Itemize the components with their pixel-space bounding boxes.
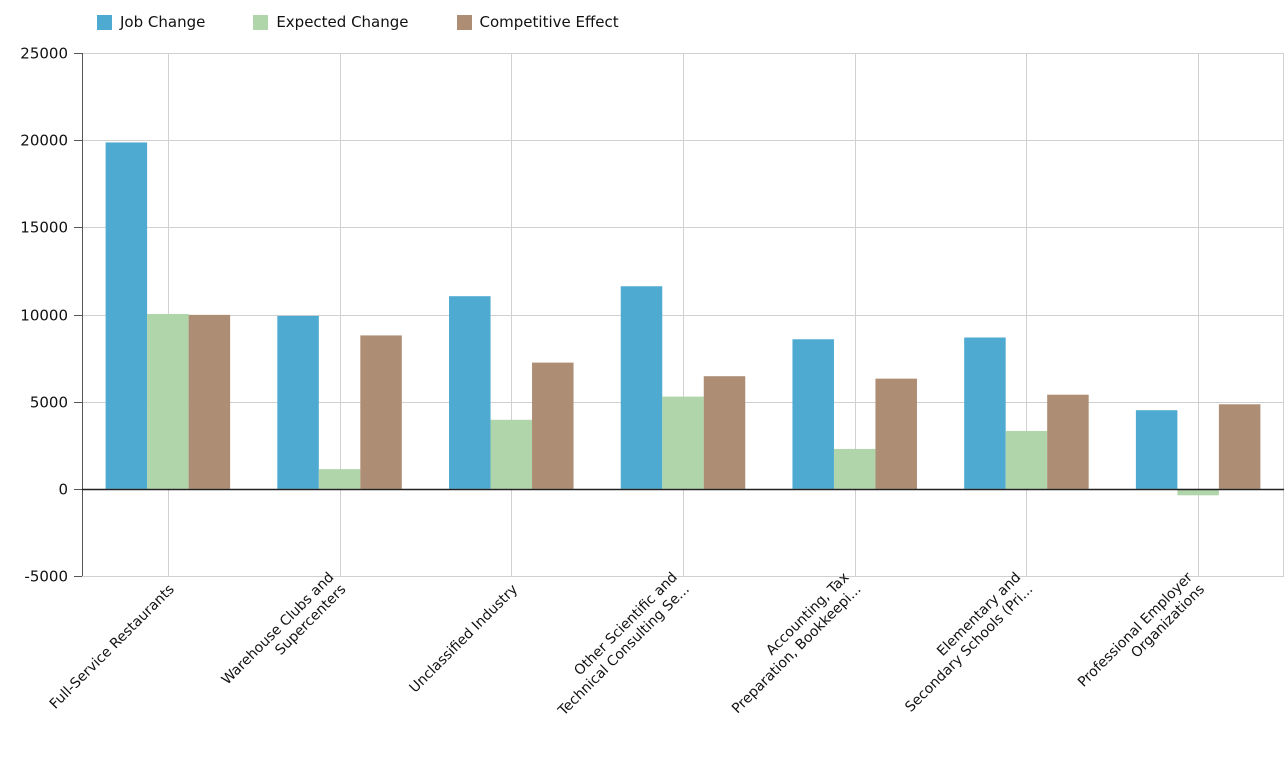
- legend-item-job-change[interactable]: Job Change: [97, 13, 205, 31]
- legend-label-expected-change: Expected Change: [276, 13, 409, 31]
- y-tick-label: 0: [58, 481, 68, 499]
- bar-competitive-effect: [1047, 394, 1089, 489]
- legend-item-expected-change[interactable]: Expected Change: [253, 13, 409, 31]
- y-tick-label: 5000: [30, 394, 68, 412]
- bar-expected-change: [662, 396, 704, 489]
- x-category-label: Other Scientific andTechnical Consulting…: [543, 569, 693, 719]
- bar-job-change: [277, 315, 319, 489]
- legend-label-competitive-effect: Competitive Effect: [479, 13, 619, 31]
- bar-competitive-effect: [875, 378, 917, 489]
- bar-job-change: [105, 142, 148, 489]
- bar-job-change: [964, 337, 1006, 489]
- x-category-label: Full-Service Restaurants: [47, 582, 178, 713]
- y-tick-label: 25000: [20, 45, 68, 63]
- x-category-label: Accounting, TaxPreparation, Bookkeepi...: [717, 569, 864, 716]
- bar-expected-change: [1177, 488, 1219, 496]
- bar-expected-change: [490, 419, 533, 489]
- bar-competitive-effect: [703, 376, 746, 489]
- bar-expected-change: [1005, 430, 1048, 489]
- y-tick-label: 20000: [20, 132, 68, 150]
- x-category-label: Warehouse Clubs andSupercenters: [219, 569, 350, 700]
- legend-swatch-competitive-effect: [456, 14, 472, 30]
- legend-item-competitive-effect[interactable]: Competitive Effect: [456, 13, 619, 31]
- y-tick-label: -5000: [24, 568, 68, 586]
- legend-label-job-change: Job Change: [120, 13, 206, 31]
- bar-competitive-effect: [1218, 404, 1261, 489]
- bar-job-change: [792, 339, 834, 489]
- bar-expected-change: [318, 469, 361, 489]
- bar-competitive-effect: [188, 314, 231, 489]
- x-category-label: Professional EmployerOrganizations: [1075, 569, 1208, 702]
- x-category-label: Elementary andSecondary Schools (Pri...: [890, 569, 1036, 715]
- bar-job-change: [1135, 410, 1178, 489]
- bar-expected-change: [147, 313, 189, 489]
- bar-competitive-effect: [532, 362, 574, 489]
- bar-job-change: [620, 286, 663, 489]
- legend-swatch-expected-change: [253, 14, 269, 30]
- y-tick-label: 10000: [20, 307, 68, 325]
- bar-job-change: [449, 296, 491, 489]
- x-category-label: Unclassified Industry: [406, 582, 521, 697]
- chart-legend: Job Change Expected Change Competitive E…: [97, 10, 667, 34]
- y-tick-label: 15000: [20, 219, 68, 237]
- bar-competitive-effect: [360, 335, 402, 489]
- legend-swatch-job-change: [97, 14, 112, 30]
- bar-expected-change: [833, 448, 876, 489]
